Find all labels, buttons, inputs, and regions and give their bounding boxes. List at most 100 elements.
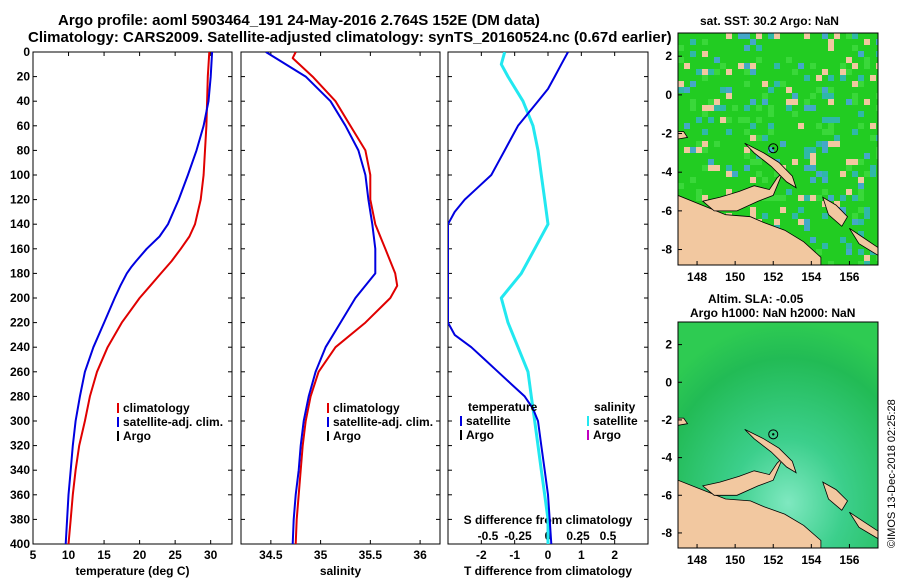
temperature-legend-label: climatology: [123, 401, 190, 415]
sst-cell: [834, 141, 840, 147]
sst-cell: [744, 117, 750, 123]
sla-map-lat-label: 0: [665, 375, 672, 389]
sst-cell: [750, 39, 756, 45]
sst-cell: [840, 237, 846, 243]
sst-map-lat-label: -6: [661, 204, 672, 218]
sst-cell: [870, 171, 876, 177]
sst-cell: [786, 189, 792, 195]
sst-cell: [828, 117, 834, 123]
sst-cell: [792, 159, 798, 165]
sst-cell: [690, 177, 696, 183]
temperature-tick-label: 5: [30, 548, 37, 562]
sla-map-lat-label: -4: [661, 451, 672, 465]
sst-cell: [726, 189, 732, 195]
sst-cell: [768, 105, 774, 111]
sst-cell: [792, 69, 798, 75]
sst-cell: [720, 87, 726, 93]
sst-cell: [684, 63, 690, 69]
sla-map-title-line-1: Altim. SLA: -0.05: [708, 292, 804, 306]
sst-cell: [702, 195, 708, 201]
sst-cell: [876, 255, 878, 261]
sst-cell: [852, 33, 858, 39]
sst-cell: [708, 99, 714, 105]
sst-cell: [864, 99, 870, 105]
sst-cell: [732, 171, 738, 177]
sst-cell: [780, 195, 786, 201]
salinity-difference-tick-label: -0.5: [478, 529, 499, 543]
sst-cell: [852, 45, 858, 51]
sst-cell: [822, 33, 828, 39]
sst-cell: [792, 93, 798, 99]
sst-cell: [828, 123, 834, 129]
sst-cell: [810, 165, 816, 171]
sla-map-lat-label: -8: [661, 526, 672, 540]
sst-cell: [810, 195, 816, 201]
sst-cell: [864, 255, 870, 261]
sst-cell: [822, 141, 828, 147]
sst-cell: [810, 153, 816, 159]
depth-tick-label: 400: [10, 537, 30, 551]
sst-cell: [744, 33, 750, 39]
sst-cell: [726, 69, 732, 75]
sst-cell: [804, 219, 810, 225]
sst-cell: [828, 129, 834, 135]
temperature-satellite-line: [64, 52, 214, 544]
temperature-legend-label: Argo: [123, 429, 151, 443]
sst-cell: [870, 123, 876, 129]
salinity-tick-label: 35: [314, 548, 328, 562]
sst-cell: [822, 129, 828, 135]
salinity-difference-tick-label: 0.5: [600, 529, 617, 543]
sst-cell: [816, 87, 822, 93]
sst-cell: [726, 93, 732, 99]
sst-cell: [702, 39, 708, 45]
sst-cell: [870, 135, 876, 141]
sst-cell: [702, 165, 708, 171]
sst-cell: [816, 249, 822, 255]
sst-cell: [774, 81, 780, 87]
sst-cell: [726, 171, 732, 177]
depth-tick-label: 160: [10, 242, 30, 256]
sst-cell: [864, 261, 870, 265]
sst-cell: [792, 111, 798, 117]
sst-cell: [852, 159, 858, 165]
depth-tick-label: 300: [10, 414, 30, 428]
sst-cell: [816, 141, 822, 147]
sst-cell: [702, 105, 708, 111]
sst-cell: [774, 63, 780, 69]
sst-cell: [714, 99, 720, 105]
sst-cell: [690, 81, 696, 87]
sst-cell: [768, 147, 774, 153]
salinity-difference-legend-label: satellite: [593, 414, 638, 428]
sst-cell: [852, 195, 858, 201]
land-mass: [678, 194, 822, 265]
sst-cell: [822, 177, 828, 183]
sst-cell: [876, 153, 878, 159]
sst-cell: [858, 123, 864, 129]
sst-cell: [822, 69, 828, 75]
sst-cell: [756, 117, 762, 123]
sst-cell: [828, 261, 834, 265]
sst-cell: [768, 129, 774, 135]
sst-cell: [810, 159, 816, 165]
sst-cell: [816, 75, 822, 81]
sla-map-lon-label: 156: [839, 553, 859, 567]
sst-cell: [834, 135, 840, 141]
sst-cell: [750, 213, 756, 219]
sst-cell: [864, 213, 870, 219]
figure-title-line-2: Climatology: CARS2009. Satellite-adjuste…: [28, 29, 672, 46]
sst-cell: [720, 63, 726, 69]
sst-cell: [696, 69, 702, 75]
sst-cell: [798, 219, 804, 225]
sst-cell: [690, 105, 696, 111]
sst-cell: [702, 147, 708, 153]
sst-cell: [762, 177, 768, 183]
sst-cell: [738, 117, 744, 123]
argo-location-dot: [772, 147, 775, 150]
temperature-difference-legend-label: Argo: [466, 428, 494, 442]
depth-tick-label: 200: [10, 291, 30, 305]
sst-cell: [828, 99, 834, 105]
sst-cell: [798, 195, 804, 201]
temperature-tick-label: 20: [133, 548, 147, 562]
sst-cell: [828, 45, 834, 51]
sst-cell: [840, 63, 846, 69]
